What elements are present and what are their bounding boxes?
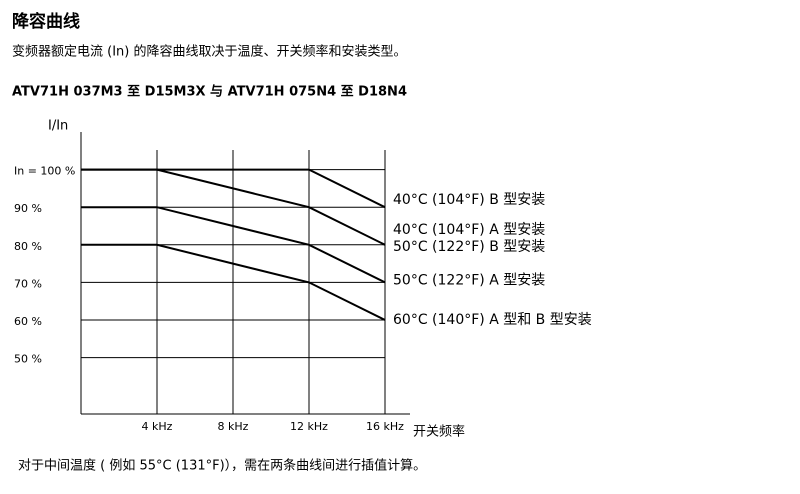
y-tick-label: In = 100 % — [14, 165, 75, 178]
x-tick-label: 16 kHz — [366, 420, 404, 433]
subtitle: 变频器额定电流 (In) 的降容曲线取决于温度、开关频率和安装类型。 — [12, 44, 406, 60]
chart-title: ATV71H 037M3 至 D15M3X 与 ATV71H 075N4 至 D… — [12, 85, 407, 100]
y-tick-label: 50 % — [14, 353, 42, 366]
series-label: 60°C (140°F) A 型和 B 型安装 — [393, 312, 592, 328]
series-line — [81, 206, 386, 284]
series-label: 40°C (104°F) A 型安装 — [393, 222, 545, 238]
y-tick-label: 80 % — [14, 240, 42, 253]
footnote: 对于中间温度 ( 例如 55°C (131°F)），需在两条曲线间进行插值计算。 — [18, 458, 426, 474]
series-line — [81, 243, 386, 321]
x-axis-label: 开关频率 — [413, 424, 465, 440]
x-tick-label: 4 kHz — [142, 420, 173, 433]
series-label: 50°C (122°F) B 型安装 — [393, 239, 545, 255]
x-tick-label: 8 kHz — [218, 420, 249, 433]
y-tick-label: 70 % — [14, 277, 42, 290]
series-label: 50°C (122°F) A 型安装 — [393, 272, 545, 288]
series-label: 40°C (104°F) B 型安装 — [393, 192, 545, 208]
page-title: 降容曲线 — [12, 11, 80, 32]
x-tick-label: 12 kHz — [290, 420, 328, 433]
y-axis-label: I/In — [48, 119, 68, 134]
y-tick-label: 90 % — [14, 202, 42, 215]
y-tick-label: 60 % — [14, 315, 42, 328]
series-line — [81, 168, 386, 246]
